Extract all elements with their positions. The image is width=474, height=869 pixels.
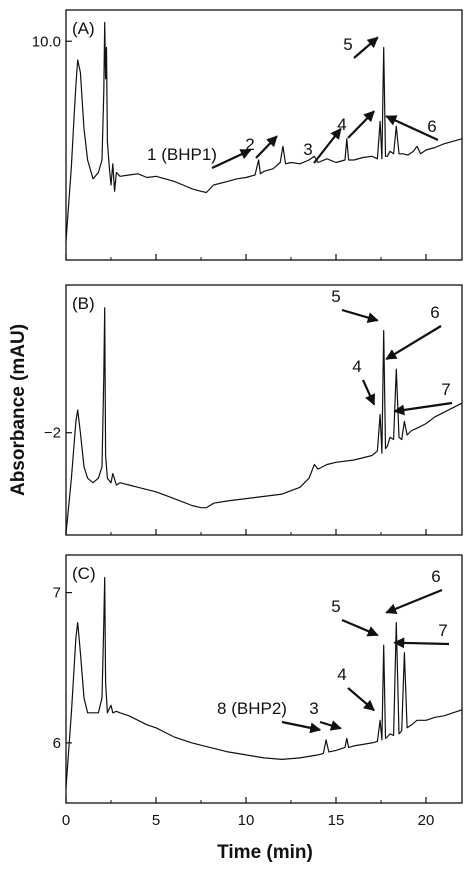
peak-label: 8 (BHP2) <box>217 699 287 718</box>
peak-label: 6 <box>431 567 440 586</box>
peak-label: 6 <box>427 117 436 136</box>
peak-arrow <box>361 379 376 406</box>
y-tick-label: 6 <box>53 735 61 752</box>
panel-label: (C) <box>72 564 96 583</box>
plot-frame <box>65 284 463 536</box>
peak-arrow <box>393 401 453 416</box>
peak-label: 5 <box>331 597 340 616</box>
panel-label: (A) <box>72 19 95 38</box>
peak-arrow <box>211 149 252 169</box>
panel-2: −2 (B) 4 5 6 7 <box>44 284 463 536</box>
chromatogram-trace <box>65 576 463 789</box>
plot-frame <box>65 9 463 261</box>
x-tick-label: 5 <box>152 812 160 829</box>
peak-arrow <box>353 36 379 59</box>
peak-label: 3 <box>309 699 318 718</box>
panel-1: 10.0 (A) 1 (BHP1) 2 3 4 5 6 <box>32 9 463 261</box>
peak-label: 4 <box>337 665 346 684</box>
panel-label: (B) <box>72 294 95 313</box>
x-tick-label: 20 <box>418 812 435 829</box>
peak-label: 7 <box>441 380 450 399</box>
y-axis-label: Absorbance (mAU) <box>8 324 29 496</box>
peak-label: 3 <box>303 140 312 159</box>
peak-label: 4 <box>352 357 361 376</box>
y-tick-label: −2 <box>44 425 61 442</box>
peak-label: 5 <box>331 287 340 306</box>
peak-arrow <box>385 588 443 615</box>
peak-arrow <box>255 135 278 159</box>
peak-arrow <box>281 720 322 734</box>
x-tick-label: 10 <box>238 812 255 829</box>
y-tick-label: 7 <box>53 585 61 602</box>
peak-arrow <box>319 720 342 731</box>
peak-label: 7 <box>438 621 447 640</box>
peak-arrow <box>347 110 375 139</box>
chromatogram-trace <box>65 307 463 535</box>
peak-arrow <box>385 115 439 141</box>
peak-arrow <box>341 308 379 323</box>
peak-arrow <box>341 618 379 637</box>
x-tick-label: 0 <box>62 812 70 829</box>
peak-label: 4 <box>337 115 346 134</box>
peak-label: 1 (BHP1) <box>147 145 217 164</box>
x-tick-label: 15 <box>328 812 345 829</box>
peak-arrow <box>347 687 375 712</box>
peak-arrow <box>393 637 450 649</box>
peak-arrow <box>313 127 342 164</box>
plot-frame <box>65 554 463 804</box>
peak-label: 5 <box>343 35 352 54</box>
panel-3: 0 5 10 15 20 6 7 (C) 8 (BHP2) 34 5 6 7 <box>53 554 463 829</box>
peak-label: 2 <box>245 135 254 154</box>
x-axis-label: Time (min) <box>217 842 313 863</box>
peak-label: 6 <box>430 303 439 322</box>
chromatogram-trace <box>65 21 463 242</box>
peak-arrow <box>385 325 442 361</box>
y-tick-label: 10.0 <box>32 33 61 50</box>
